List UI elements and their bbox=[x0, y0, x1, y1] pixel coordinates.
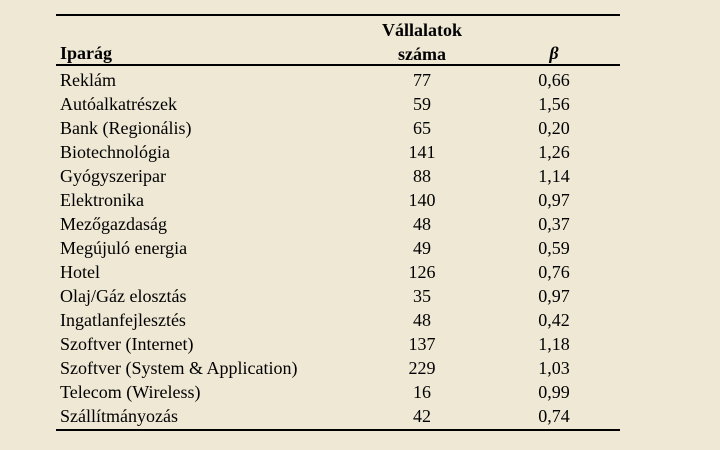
cell-company-count: 42 bbox=[413, 406, 431, 426]
cell-beta: 1,56 bbox=[538, 94, 570, 114]
cell-company-count: 140 bbox=[408, 190, 436, 210]
cell-industry: Telecom (Wireless) bbox=[60, 382, 201, 402]
cell-industry: Gyógyszeripar bbox=[60, 166, 166, 186]
header-company-count: Vállalatok száma bbox=[360, 18, 484, 66]
header-company-count-line1: Vállalatok bbox=[381, 20, 462, 40]
table-row: Bank (Regionális) 65 0,20 bbox=[56, 116, 620, 140]
industry-beta-table: Iparág Vállalatok száma β Reklám 77 0,66 Au… bbox=[56, 14, 620, 431]
cell-company-count: 49 bbox=[413, 238, 431, 258]
table-row: Telecom (Wireless) 16 0,99 bbox=[56, 380, 620, 404]
cell-industry: Mezőgazdaság bbox=[60, 214, 167, 234]
table-row: Hotel 126 0,76 bbox=[56, 260, 620, 284]
table-row: Megújuló energia 49 0,59 bbox=[56, 236, 620, 260]
cell-industry: Szoftver (System & Application) bbox=[60, 358, 298, 378]
cell-industry: Szoftver (Internet) bbox=[60, 334, 194, 354]
cell-company-count: 16 bbox=[413, 382, 431, 402]
cell-beta: 0,97 bbox=[538, 286, 570, 306]
header-company-count-line2: száma bbox=[398, 44, 446, 64]
table-row: Autóalkatrészek 59 1,56 bbox=[56, 92, 620, 116]
cell-industry: Megújuló energia bbox=[60, 238, 188, 258]
table-header: Iparág Vállalatok száma β bbox=[56, 16, 620, 64]
table-row: Gyógyszeripar 88 1,14 bbox=[56, 164, 620, 188]
cell-company-count: 126 bbox=[408, 262, 436, 282]
table-row: Reklám 77 0,66 bbox=[56, 68, 620, 92]
table-row: Mezőgazdaság 48 0,37 bbox=[56, 212, 620, 236]
cell-beta: 0,42 bbox=[538, 310, 570, 330]
table-row: Ingatlanfejlesztés 48 0,42 bbox=[56, 308, 620, 332]
header-rule bbox=[56, 64, 620, 66]
table-row: Olaj/Gáz elosztás 35 0,97 bbox=[56, 284, 620, 308]
table-row: Elektronika 140 0,97 bbox=[56, 188, 620, 212]
cell-beta: 1,26 bbox=[538, 142, 570, 162]
header-industry: Iparág bbox=[60, 43, 113, 63]
cell-company-count: 229 bbox=[408, 358, 436, 378]
cell-industry: Biotechnológia bbox=[60, 142, 170, 162]
cell-company-count: 141 bbox=[408, 142, 436, 162]
cell-beta: 0,74 bbox=[538, 406, 570, 426]
cell-company-count: 35 bbox=[413, 286, 431, 306]
cell-beta: 0,20 bbox=[538, 118, 570, 138]
cell-industry: Ingatlanfejlesztés bbox=[60, 310, 186, 330]
cell-industry: Szállítmányozás bbox=[60, 406, 178, 426]
cell-industry: Hotel bbox=[60, 262, 100, 282]
cell-beta: 0,99 bbox=[538, 382, 570, 402]
cell-company-count: 65 bbox=[413, 118, 431, 138]
cell-industry: Elektronika bbox=[60, 190, 144, 210]
cell-industry: Bank (Regionális) bbox=[60, 118, 192, 138]
table-body: Reklám 77 0,66 Autóalkatrészek 59 1,56 Bank (R… bbox=[56, 68, 620, 428]
table-row: Szállítmányozás 42 0,74 bbox=[56, 404, 620, 428]
cell-industry: Reklám bbox=[60, 70, 116, 90]
cell-beta: 0,76 bbox=[538, 262, 570, 282]
table-row: Szoftver (System & Application) 229 1,03 bbox=[56, 356, 620, 380]
cell-industry: Olaj/Gáz elosztás bbox=[60, 286, 187, 306]
table-row: Biotechnológia 141 1,26 bbox=[56, 140, 620, 164]
top-rule bbox=[56, 14, 620, 16]
cell-beta: 1,03 bbox=[538, 358, 570, 378]
cell-company-count: 59 bbox=[413, 94, 431, 114]
cell-beta: 0,97 bbox=[538, 190, 570, 210]
cell-beta: 1,18 bbox=[538, 334, 570, 354]
cell-beta: 0,66 bbox=[538, 70, 570, 90]
cell-company-count: 48 bbox=[413, 310, 431, 330]
table-row: Szoftver (Internet) 137 1,18 bbox=[56, 332, 620, 356]
bottom-rule bbox=[56, 429, 620, 431]
cell-company-count: 137 bbox=[408, 334, 436, 354]
cell-company-count: 77 bbox=[413, 70, 431, 90]
cell-industry: Autóalkatrészek bbox=[60, 94, 177, 114]
cell-beta: 0,37 bbox=[538, 214, 570, 234]
header-beta: β bbox=[549, 43, 559, 63]
cell-beta: 1,14 bbox=[538, 166, 570, 186]
cell-company-count: 88 bbox=[413, 166, 431, 186]
cell-company-count: 48 bbox=[413, 214, 431, 234]
cell-beta: 0,59 bbox=[538, 238, 570, 258]
